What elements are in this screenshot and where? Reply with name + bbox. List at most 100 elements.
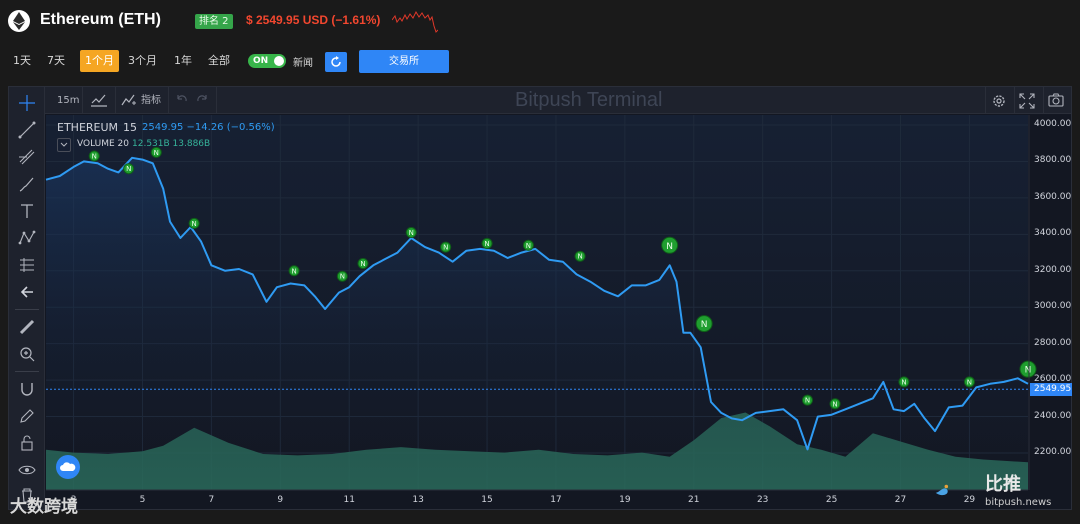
news-marker[interactable]: N — [123, 163, 135, 175]
topbar-divider — [985, 87, 986, 114]
range-1d[interactable]: 1天 — [13, 54, 31, 67]
svg-text:N: N — [484, 240, 489, 248]
range-1m[interactable]: 1个月 — [80, 50, 119, 72]
news-marker[interactable]: N — [695, 315, 713, 333]
interval-selector[interactable]: 15m — [57, 95, 80, 106]
svg-text:N: N — [805, 397, 810, 405]
stay-drawing-icon[interactable] — [17, 406, 37, 426]
svg-text:N: N — [666, 242, 673, 252]
topbar-divider — [216, 87, 217, 114]
x-tick-label: 15 — [481, 495, 493, 505]
camera-icon[interactable] — [1048, 93, 1064, 109]
bitpush-bird-icon — [935, 484, 949, 496]
drawing-toolbar — [9, 87, 45, 509]
toolbar-divider — [15, 309, 39, 310]
pattern-icon[interactable] — [17, 228, 37, 248]
news-marker[interactable]: N — [288, 265, 300, 277]
x-tick-label: 7 — [208, 495, 215, 505]
topbar-divider — [115, 87, 116, 114]
chart-type-icon[interactable] — [90, 93, 108, 109]
topbar-divider — [1014, 87, 1015, 114]
svg-text:N: N — [409, 229, 414, 237]
news-marker[interactable]: N — [522, 239, 534, 251]
bitpush-name: 比推 — [985, 474, 1021, 495]
indicators-button[interactable]: 指标 — [141, 95, 161, 106]
toolbar-divider — [15, 371, 39, 372]
y-tick-label: 2400.00 — [1034, 410, 1072, 421]
fib-icon[interactable] — [17, 147, 37, 167]
range-1y[interactable]: 1年 — [174, 54, 192, 67]
volume-collapse-button[interactable] — [57, 138, 71, 152]
news-marker[interactable]: N — [1019, 360, 1037, 378]
legend-values: 2549.95 −14.26 (−0.56%) — [142, 122, 275, 133]
y-tick-label: 2200.00 — [1034, 447, 1072, 457]
last-price-tag: 2549.95 — [1030, 383, 1072, 396]
volume-values: 12.531B 13.886B — [132, 139, 211, 149]
exchange-button[interactable]: 交易所 — [359, 50, 449, 73]
svg-text:N: N — [340, 273, 345, 281]
corner-brand: 大数跨境 — [10, 497, 78, 517]
trash-icon[interactable] — [17, 485, 37, 505]
brush-icon[interactable] — [17, 174, 37, 194]
price-line — [45, 156, 1029, 451]
news-marker[interactable]: N — [357, 257, 369, 269]
svg-text:N: N — [291, 267, 296, 275]
settings-gear-icon[interactable] — [991, 93, 1007, 109]
x-tick-label: 25 — [825, 495, 838, 505]
news-marker[interactable]: N — [150, 146, 162, 158]
svg-text:N: N — [832, 400, 837, 408]
redo-icon[interactable] — [196, 93, 208, 109]
news-marker[interactable]: N — [801, 394, 813, 406]
crosshair-icon[interactable] — [17, 93, 37, 113]
undo-icon[interactable] — [176, 93, 188, 109]
ruler-icon[interactable] — [17, 317, 37, 337]
news-marker[interactable]: N — [829, 398, 841, 410]
svg-text:N: N — [577, 253, 582, 261]
asset-header: Ethereum (ETH) 排名 2 $ 2549.95 USD (−1.61… — [0, 0, 1080, 42]
news-marker[interactable]: N — [898, 376, 910, 388]
x-tick-label: 5 — [139, 495, 146, 505]
indicators-icon[interactable] — [121, 93, 137, 109]
range-7d[interactable]: 7天 — [47, 54, 65, 67]
svg-text:N: N — [967, 378, 972, 386]
svg-text:N: N — [92, 152, 97, 160]
news-marker[interactable]: N — [574, 250, 586, 262]
x-tick-label: 21 — [688, 495, 700, 505]
svg-text:N: N — [701, 320, 708, 330]
eye-icon[interactable] — [17, 460, 37, 480]
news-marker[interactable]: N — [440, 241, 452, 253]
legend-interval: 15 — [123, 121, 137, 134]
trend-line-icon[interactable] — [17, 120, 37, 140]
refresh-icon — [331, 56, 341, 67]
news-marker[interactable]: N — [88, 150, 100, 162]
zoom-in-icon[interactable] — [17, 344, 37, 364]
lock-icon[interactable] — [17, 433, 37, 453]
x-tick-label: 23 — [756, 495, 769, 505]
forecast-icon[interactable] — [17, 255, 37, 275]
fullscreen-icon[interactable] — [1019, 93, 1035, 109]
news-marker[interactable]: N — [405, 227, 417, 239]
news-marker[interactable]: N — [188, 217, 200, 229]
topbar-divider — [82, 87, 83, 114]
range-all[interactable]: 全部 — [208, 54, 230, 67]
svg-text:N: N — [154, 149, 159, 157]
range-3m[interactable]: 3个月 — [128, 54, 157, 67]
news-marker[interactable]: N — [481, 237, 493, 249]
news-marker[interactable]: N — [661, 236, 679, 254]
y-tick-label: 3400.00 — [1034, 228, 1072, 239]
price-area — [46, 157, 1028, 491]
cloud-icon[interactable] — [56, 455, 80, 479]
news-label: 新闻 — [293, 58, 313, 69]
range-bar: 1天 7天 1个月 3个月 1年 全部 ON 新闻 交易所 — [0, 48, 1080, 74]
magnet-icon[interactable] — [17, 379, 37, 399]
svg-text:N: N — [901, 378, 906, 386]
news-toggle[interactable]: ON — [248, 54, 286, 68]
news-marker[interactable]: N — [963, 376, 975, 388]
back-arrow-icon[interactable] — [17, 282, 37, 302]
refresh-button[interactable] — [325, 52, 347, 72]
chart-watermark: Bitpush Terminal — [515, 89, 663, 111]
text-tool-icon[interactable] — [17, 201, 37, 221]
toggle-state: ON — [253, 56, 269, 66]
news-marker[interactable]: N — [336, 270, 348, 282]
